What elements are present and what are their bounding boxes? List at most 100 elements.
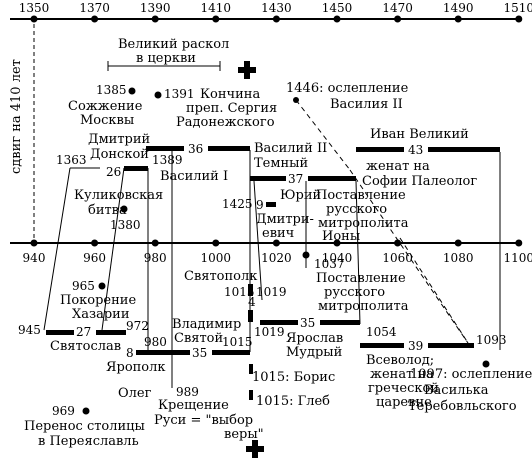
dashed-link-1446	[295, 99, 351, 171]
top-tick-mark-1370	[91, 15, 99, 23]
yuri-bar	[266, 202, 276, 207]
number-43: 43	[408, 143, 423, 157]
yuri-label: Юрий	[280, 188, 321, 203]
yaroslav-bar-right	[320, 320, 360, 325]
yaroslav-label-1: Ярослав	[286, 331, 343, 346]
svyatopolk-bar-bottom	[248, 310, 253, 322]
yaropolk-bar	[136, 350, 150, 355]
boris-label: 1015: Борис	[252, 370, 335, 385]
cross-icon-bottom	[246, 440, 264, 458]
capital-label-2: в Переяславль	[38, 434, 139, 449]
year-945: 945	[18, 323, 41, 337]
blinding-1097-label-1: 1097: ослепление	[410, 367, 532, 382]
number-8: 8	[126, 346, 134, 360]
vasily2-label-1: Василий II	[254, 141, 327, 156]
vladimir-bar-right	[212, 350, 250, 355]
top-tick-label-1370: 1370	[79, 1, 110, 15]
year-989: 989	[176, 385, 199, 399]
number-26: 26	[106, 165, 121, 179]
vladimir-label-2: Святой	[174, 331, 223, 346]
top-axis-ticks: 1350 1370 1390 1410 1430 1450 1470 1490 1510	[19, 1, 532, 23]
baptism-label-1: Крещение	[158, 398, 229, 413]
bottom-tick-label-1080: 1080	[443, 251, 474, 265]
number-9: 9	[256, 198, 264, 212]
year-1425: 1425	[222, 197, 253, 211]
top-tick-mark-1470	[394, 15, 402, 23]
number-37: 37	[288, 172, 303, 186]
top-tick-label-1450: 1450	[322, 1, 353, 15]
dmitrievich-2: евич	[262, 226, 294, 241]
bottom-tick-label-1020: 1020	[261, 251, 292, 265]
capital-year: 969	[52, 404, 75, 418]
gleb-marker	[249, 390, 253, 400]
bottom-tick-label-960: 960	[83, 251, 106, 265]
link-vasily2-end	[355, 180, 361, 325]
year-1019-b: 1019	[254, 325, 285, 339]
khazaria-label-2: Хазарии	[72, 307, 130, 322]
khazaria-year: 965	[72, 279, 95, 293]
blinding-1446-label-2: Василия II	[330, 97, 403, 112]
connector-lines	[43, 150, 501, 388]
top-tick-label-1410: 1410	[201, 1, 232, 15]
married-sofia-2: Софии Палеолог	[362, 174, 477, 189]
vladimir-label-1: Владимир	[172, 317, 241, 332]
svyatoslav-label: Святослав	[50, 339, 121, 354]
svyatopolk-label: Святополк	[184, 269, 257, 284]
moscow-burn-year: 1385	[96, 83, 127, 97]
married-sofia-1: женат на	[366, 159, 430, 174]
moscow-burn-label-1: Сожжение	[68, 99, 143, 114]
vladimir-bar-left	[150, 350, 190, 355]
installed-jonah-1: Поставление	[316, 188, 406, 203]
bottom-tick-label-940: 940	[23, 251, 46, 265]
number-39: 39	[408, 339, 423, 353]
bottom-tick-label-1040: 1040	[322, 251, 353, 265]
year-1380: 1380	[110, 218, 141, 232]
number-35-b: 35	[192, 346, 207, 360]
number-27: 27	[76, 325, 91, 339]
link-vasily2-left	[253, 180, 263, 301]
vasily2-label-2: Темный	[254, 156, 308, 171]
ivan-label: Иван Великий	[370, 127, 469, 142]
installed-jonah-4: Ионы	[322, 229, 360, 244]
svyatopolk-bar-top	[248, 284, 253, 296]
year-1389: 1389	[152, 153, 183, 167]
dashed-link-1054	[399, 237, 471, 347]
kulikovo-label-1: Куликовская	[74, 188, 163, 203]
top-tick-label-1470: 1470	[382, 1, 413, 15]
khazaria-label-1: Покорение	[60, 293, 136, 308]
top-tick-label-1430: 1430	[261, 1, 292, 15]
moscow-burn-label-2: Москвы	[80, 113, 134, 128]
svyatoslav-bar-left	[46, 330, 74, 335]
ivan-bar-left	[356, 147, 404, 152]
blinding-1446-label: 1446: ослепление	[286, 81, 409, 96]
top-tick-label-1510: 1510	[504, 1, 532, 15]
installed-2-1: Поставление	[316, 271, 406, 286]
yaroslav-label-2: Мудрый	[286, 345, 342, 360]
installed-jonah-3: митрополита	[318, 216, 409, 231]
baptism-label-2: Руси = "выбор	[154, 413, 253, 428]
dmitrievich-1: Дмитри-	[256, 212, 314, 227]
event-dot-969	[82, 407, 90, 415]
year-1054: 1054	[366, 325, 397, 339]
link-dmitry-svyatoslav	[101, 167, 125, 331]
boris-marker	[249, 364, 253, 374]
top-tick-label-1490: 1490	[443, 1, 474, 15]
cross-icon-top	[238, 61, 256, 79]
baptism-label-3: веры"	[224, 427, 264, 442]
vsevolod-label-3: греческой	[368, 381, 439, 396]
vasily1-bar-right	[208, 146, 250, 151]
bottom-tick-mark-1040	[333, 239, 341, 247]
year-1093: 1093	[476, 333, 507, 347]
top-tick-mark-1350	[30, 15, 38, 23]
top-tick-label-1350: 1350	[19, 1, 50, 15]
dmitry-bar	[124, 166, 148, 171]
blinding-1097-label-2: Василька	[424, 383, 489, 398]
oleg-label: Олег	[118, 386, 152, 401]
top-tick-mark-1390	[151, 15, 159, 23]
top-tick-mark-1490	[454, 15, 462, 23]
sergius-label-1: Кончина	[200, 87, 260, 102]
number-4: 4	[248, 295, 256, 309]
number-35-a: 35	[300, 316, 315, 330]
